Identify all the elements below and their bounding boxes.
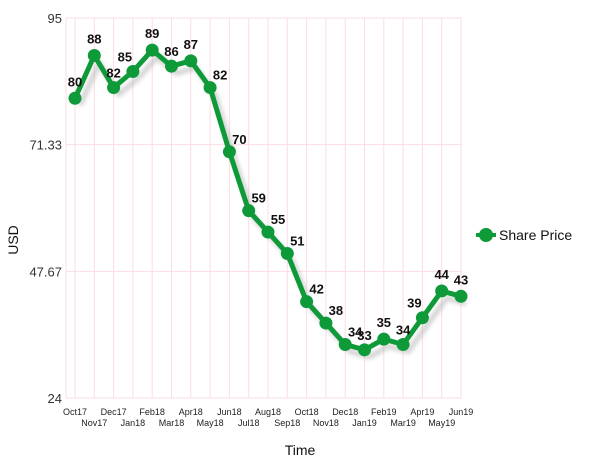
data-label: 80 [68, 74, 82, 89]
x-tick-label: Jun19 [449, 407, 474, 417]
y-tick-label: 95 [48, 11, 62, 26]
x-tick-label: Oct18 [295, 407, 319, 417]
data-point[interactable] [261, 225, 275, 239]
data-label: 89 [145, 26, 159, 41]
data-point[interactable] [126, 65, 140, 79]
data-label: 44 [434, 267, 449, 282]
x-tick-label: May18 [197, 418, 224, 428]
data-point[interactable] [435, 284, 449, 298]
data-label: 87 [184, 37, 198, 52]
x-tick-label: Feb18 [139, 407, 165, 417]
data-point[interactable] [107, 81, 121, 95]
data-label: 70 [232, 132, 246, 147]
data-point[interactable] [454, 289, 468, 303]
data-point[interactable] [165, 59, 178, 73]
x-tick-label: Jan19 [352, 418, 377, 428]
data-point[interactable] [377, 332, 391, 346]
data-label: 85 [118, 50, 132, 65]
data-label: 38 [329, 303, 343, 318]
x-tick-label: Feb19 [371, 407, 397, 417]
x-tick-label: Jul18 [238, 418, 260, 428]
data-point[interactable] [415, 311, 429, 325]
data-point[interactable] [319, 316, 333, 330]
y-axis-title: USD [5, 225, 21, 255]
data-point[interactable] [222, 145, 236, 159]
data-point[interactable] [68, 91, 82, 105]
x-tick-label: Apr19 [410, 407, 434, 417]
data-label: 86 [164, 44, 178, 59]
data-point[interactable] [396, 337, 410, 351]
x-tick-label: Jan18 [121, 418, 146, 428]
data-point[interactable] [300, 295, 314, 309]
y-tick-label: 71.33 [29, 138, 62, 153]
x-tick-label: Mar18 [159, 418, 185, 428]
x-tick-label: Dec18 [332, 407, 358, 417]
series-share-price [68, 43, 468, 360]
x-axis-title: Time [285, 442, 316, 458]
data-label: 35 [377, 315, 391, 330]
data-label: 82 [213, 68, 227, 83]
y-axis-ticks: 95 71.33 47.67 24 [29, 11, 62, 406]
data-point[interactable] [145, 43, 159, 57]
series-line-shadow [77, 54, 467, 360]
data-label: 88 [87, 31, 101, 46]
data-label: 33 [357, 328, 371, 343]
data-label: 34 [348, 324, 363, 339]
x-tick-label: Nov18 [313, 418, 339, 428]
x-tick-label: May19 [428, 418, 455, 428]
plot-grid [65, 17, 462, 399]
x-tick-label: Mar19 [390, 418, 416, 428]
data-label: 82 [106, 66, 120, 81]
y-tick-label: 47.67 [29, 264, 62, 279]
data-label: 43 [454, 272, 468, 287]
x-tick-label: Oct17 [63, 407, 87, 417]
x-tick-label: Jun18 [217, 407, 242, 417]
x-tick-label: Apr18 [179, 407, 203, 417]
x-axis-ticks: Oct17Nov17Dec17Jan18Feb18Mar18Apr18May18… [63, 407, 473, 428]
data-point[interactable] [338, 337, 352, 351]
x-tick-label: Sep18 [274, 418, 300, 428]
data-label: 39 [407, 296, 421, 311]
data-point[interactable] [358, 343, 371, 357]
data-label: 55 [271, 212, 285, 227]
x-tick-label: Nov17 [81, 418, 107, 428]
data-label: 51 [290, 233, 304, 248]
data-label: 34 [396, 322, 411, 337]
data-point[interactable] [184, 54, 198, 68]
y-tick-label: 24 [48, 391, 62, 406]
data-label: 42 [309, 282, 323, 297]
data-point[interactable] [242, 204, 256, 218]
data-point[interactable] [203, 81, 217, 95]
legend-marker [479, 228, 493, 242]
data-label: 59 [251, 191, 265, 206]
legend-label-share-price: Share Price [499, 227, 572, 243]
legend[interactable]: Share Price [476, 227, 572, 243]
data-point[interactable] [87, 48, 101, 62]
x-tick-label: Dec17 [101, 407, 127, 417]
data-point[interactable] [280, 246, 294, 260]
x-tick-label: Aug18 [255, 407, 281, 417]
